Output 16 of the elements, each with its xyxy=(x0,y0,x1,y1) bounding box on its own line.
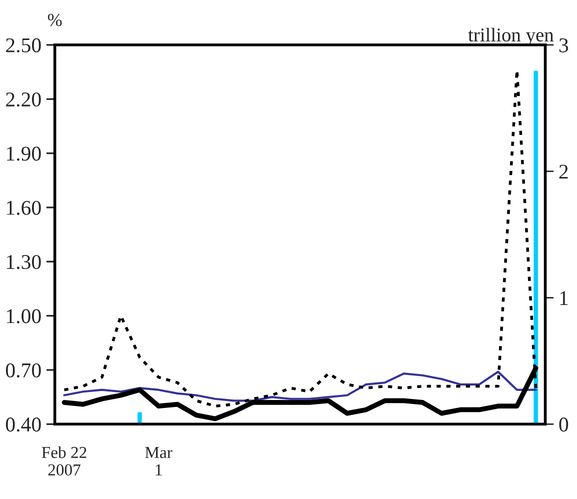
y-tick-label: 2.20 xyxy=(6,92,41,107)
y2-tick-label: 2 xyxy=(559,164,568,179)
x-tick-label: Mar 1 xyxy=(145,447,172,476)
y-tick-label: 1.00 xyxy=(6,309,41,324)
line-series xyxy=(63,370,537,402)
y-tick-label: 1.30 xyxy=(6,254,41,270)
x-tick-label: Feb 22 2007 xyxy=(42,446,86,476)
y-axis-title: % xyxy=(48,14,62,26)
y-tick-label: 1.90 xyxy=(6,146,41,161)
y-tick-label: 2.50 xyxy=(6,38,41,52)
y-tick-label: 0.70 xyxy=(6,363,41,378)
y2-tick-label: 1 xyxy=(560,291,568,305)
y-tick-label: 1.60 xyxy=(6,200,41,215)
y2-tick-label: 3 xyxy=(559,38,568,52)
y-tick-label: 0.40 xyxy=(6,418,41,432)
y2-tick-label: 0 xyxy=(559,418,568,432)
